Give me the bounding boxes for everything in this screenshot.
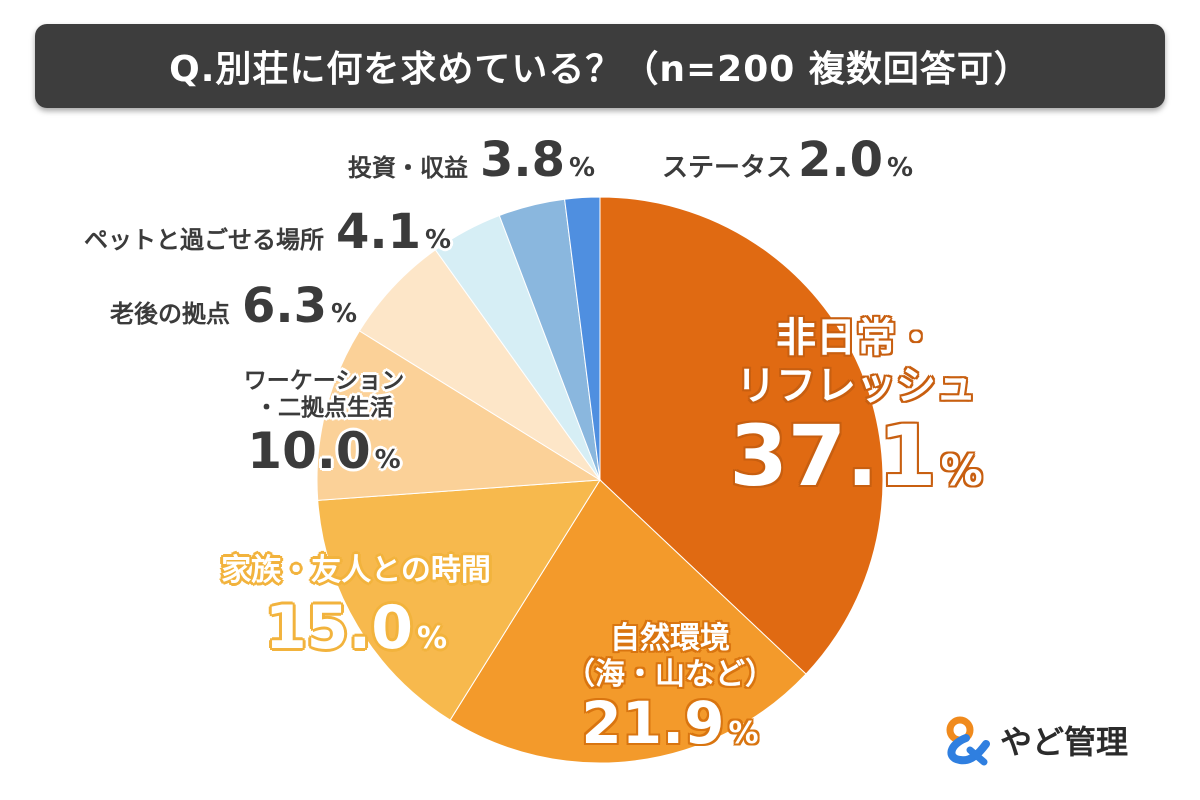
pie-slices (316, 196, 884, 764)
slice-label-workation-line1: ワーケーション (243, 368, 405, 394)
slice-label-family: 家族・友人との時間 15.0% (188, 553, 524, 659)
pie-slice-0 (599, 196, 884, 675)
pie-slice-2 (317, 479, 601, 721)
slice-unit-family: % (416, 621, 448, 656)
slice-unit-refresh: % (940, 446, 983, 495)
slice-value-nature: 21.9 (581, 689, 725, 757)
slice-unit-nature: % (728, 716, 759, 751)
brand-logo: やど管理 (940, 714, 1128, 766)
slice-unit-retire: % (331, 299, 358, 329)
slice-label-retire: 老後の拠点 6.3 % (110, 282, 357, 330)
slice-name-retire: 老後の拠点 (110, 300, 230, 328)
slice-label-refresh-line1: 非日常・ (776, 315, 936, 361)
slice-label-refresh: 非日常・ リフレッシュ 37.1% (676, 318, 1036, 498)
slice-name-invest: 投資・収益 (348, 154, 468, 182)
ampersand-logo-icon (946, 716, 990, 766)
pie-slice-3 (316, 330, 602, 501)
slice-label-workation-line2: ・二拠点生活 (255, 395, 393, 421)
slice-value-pet: 4.1 (336, 204, 422, 260)
slice-value-retire: 6.3 (242, 278, 328, 334)
slice-label-invest: 投資・収益 3.8 % (348, 136, 595, 184)
slice-label-nature: 自然環境 （海・山など） 21.9% (530, 621, 810, 753)
slice-label-status: ステータス 2.0 % (662, 136, 913, 184)
slice-value-status: 2.0 (798, 132, 884, 188)
slice-value-workation: 10.0 (247, 422, 371, 480)
slice-label-refresh-line2: リフレッシュ (736, 363, 976, 409)
slice-label-nature-line1: 自然環境 (610, 621, 730, 656)
slice-unit-pet: % (425, 225, 452, 255)
slice-value-invest: 3.8 (480, 132, 566, 188)
title-bar: Q.別荘に何を求めている？（n=200 複数回答可） (35, 24, 1165, 108)
slice-unit-invest: % (569, 153, 596, 183)
chart-title: Q.別荘に何を求めている？（n=200 複数回答可） (169, 49, 1031, 90)
slice-label-nature-line2: （海・山など） (565, 657, 775, 692)
pie-slice-1 (449, 479, 807, 764)
slice-label-pet: ペットと過ごせる場所 4.1 % (84, 208, 451, 256)
slice-label-family-name: 家族・友人との時間 (221, 553, 491, 588)
slice-name-pet: ペットと過ごせる場所 (84, 226, 324, 254)
slice-value-family: 15.0 (264, 593, 413, 663)
slice-unit-workation: % (374, 445, 401, 475)
slice-name-status: ステータス (662, 153, 793, 183)
brand-name: やど管理 (1000, 723, 1129, 761)
pie-slice-7 (564, 196, 601, 481)
slice-value-refresh: 37.1 (729, 407, 937, 505)
slice-unit-status: % (887, 153, 914, 183)
slice-label-workation: ワーケーション ・二拠点生活 10.0% (224, 368, 424, 477)
